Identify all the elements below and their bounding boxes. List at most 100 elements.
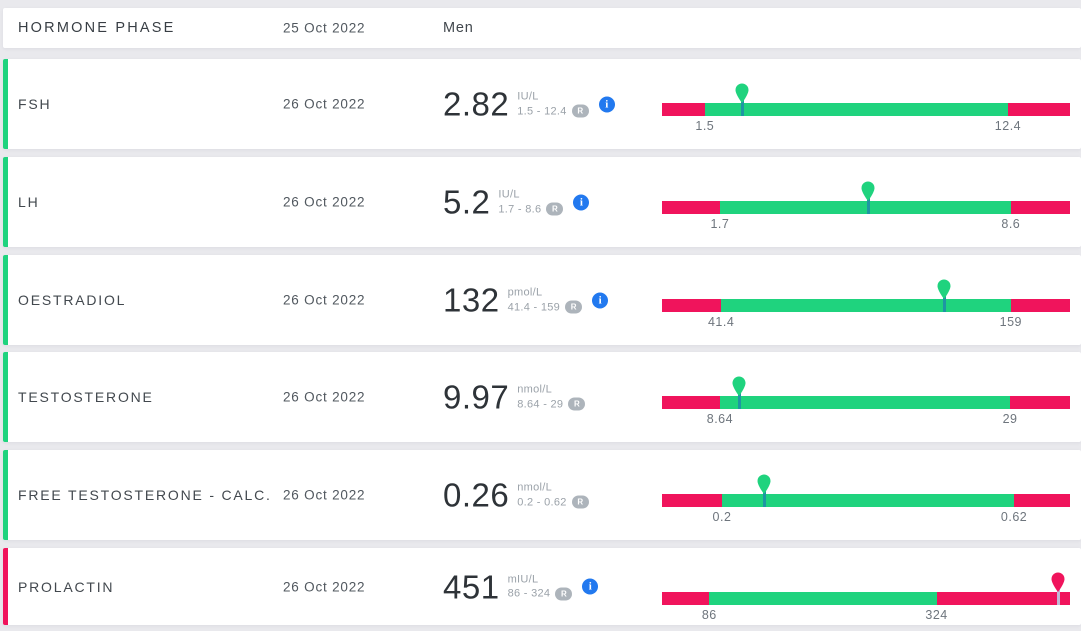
range-min-label: 0.2 (712, 510, 732, 524)
status-accent-bar (3, 352, 8, 442)
test-date: 26 Oct 2022 (283, 389, 366, 405)
pin-stem (762, 490, 766, 507)
result-unit: nmol/L (517, 383, 553, 396)
result-meta: mIU/L 86 - 324 R (508, 573, 573, 600)
range-bar-normal-zone (721, 299, 1011, 312)
test-name: TESTOSTERONE (18, 389, 154, 405)
test-date: 26 Oct 2022 (283, 292, 366, 308)
range-bar-normal-zone (704, 103, 1008, 116)
range-bar-track (662, 299, 1070, 312)
pin-balloon-icon (735, 83, 749, 103)
range-max-label: 159 (999, 315, 1023, 329)
range-bar-track (662, 201, 1070, 214)
reference-range: 41.4 - 159 (507, 301, 561, 313)
reference-range-badge: R (571, 495, 589, 509)
reference-range-bar: 86 324 (662, 548, 1070, 625)
result-unit: nmol/L (517, 481, 553, 494)
result-value: 451 (443, 568, 500, 605)
reference-range: 1.5 - 12.4 (517, 105, 567, 117)
pin-balloon-icon (757, 474, 771, 494)
info-icon[interactable]: i (592, 292, 609, 308)
result-meta: pmol/L 41.4 - 159 R (508, 287, 583, 314)
result-value-group: 132 pmol/L 41.4 - 159 R i (443, 281, 609, 319)
status-accent-bar (3, 157, 8, 247)
range-bar-normal-zone (719, 201, 1011, 214)
reference-range-bar: 0.2 0.62 (662, 450, 1070, 540)
pin-stem (1056, 588, 1060, 605)
test-date: 26 Oct 2022 (283, 96, 366, 112)
panel-date: 25 Oct 2022 (283, 20, 366, 36)
range-bar-track (662, 396, 1070, 409)
result-row: FSH 26 Oct 2022 2.82 IU/L 1.5 - 12.4 R i (3, 59, 1081, 149)
range-min-label: 8.64 (706, 412, 734, 426)
range-bar-track (662, 592, 1070, 605)
result-unit: IU/L (498, 188, 520, 201)
range-max-label: 324 (925, 608, 948, 622)
test-name: OESTRADIOL (18, 292, 127, 308)
range-bar-normal-zone (719, 396, 1010, 409)
result-row: OESTRADIOL 26 Oct 2022 132 pmol/L 41.4 -… (3, 255, 1081, 345)
range-min-label: 41.4 (707, 315, 735, 329)
reference-range-bar: 1.5 12.4 (662, 59, 1070, 149)
reference-range: 86 - 324 (507, 587, 551, 600)
test-date: 26 Oct 2022 (283, 487, 366, 503)
info-icon[interactable]: i (582, 578, 599, 595)
test-name: FSH (18, 96, 52, 112)
result-meta: IU/L 1.5 - 12.4 R (517, 90, 589, 118)
pin-stem (866, 197, 870, 214)
result-value-group: 451 mIU/L 86 - 324 R i (443, 568, 599, 605)
result-unit: IU/L (517, 90, 539, 103)
range-bar-normal-zone (721, 494, 1015, 507)
results-header: HORMONE PHASE 25 Oct 2022 Men (3, 8, 1081, 48)
reference-range-bar: 8.64 29 (662, 352, 1070, 442)
pin-stem (737, 392, 741, 409)
reference-range-badge: R (555, 587, 573, 600)
test-name: PROLACTIN (18, 578, 115, 595)
range-min-label: 86 (701, 608, 717, 622)
result-meta: nmol/L 8.64 - 29 R (517, 383, 586, 411)
test-date: 26 Oct 2022 (283, 194, 366, 210)
reference-range-badge: R (571, 104, 589, 118)
reference-range-bar: 1.7 8.6 (662, 157, 1070, 247)
info-icon[interactable]: i (573, 194, 590, 210)
result-value-group: 0.26 nmol/L 0.2 - 0.62 R i (443, 479, 589, 512)
result-value: 2.82 (443, 85, 510, 123)
result-value: 132 (443, 281, 500, 319)
panel-title: HORMONE PHASE (18, 20, 176, 36)
result-value: 9.97 (443, 378, 510, 416)
pin-balloon-icon (861, 181, 875, 201)
pin-balloon-icon (1051, 572, 1065, 592)
status-accent-bar (3, 255, 8, 345)
result-unit: mIU/L (507, 573, 539, 585)
range-max-label: 0.62 (1000, 510, 1028, 524)
result-value-group: 5.2 IU/L 1.7 - 8.6 R i (443, 183, 590, 221)
result-value: 5.2 (443, 183, 491, 221)
pin-balloon-icon (732, 376, 746, 396)
range-bar-track (662, 103, 1070, 116)
result-row: LH 26 Oct 2022 5.2 IU/L 1.7 - 8.6 R i (3, 157, 1081, 247)
status-accent-bar (3, 548, 8, 625)
panel-group-label: Men (443, 20, 474, 36)
pin-balloon-icon (937, 279, 951, 299)
info-icon[interactable]: i (598, 96, 615, 112)
reference-range-badge: R (565, 300, 583, 314)
result-value-group: 2.82 IU/L 1.5 - 12.4 R i (443, 88, 615, 121)
reference-range: 1.7 - 8.6 (498, 203, 542, 215)
result-row: FREE TESTOSTERONE - CALC. 26 Oct 2022 0.… (3, 450, 1081, 540)
result-row: PROLACTIN 26 Oct 2022 451 mIU/L 86 - 324… (3, 548, 1081, 625)
result-unit: pmol/L (507, 286, 543, 299)
status-accent-bar (3, 450, 8, 540)
reference-range: 8.64 - 29 (517, 398, 564, 410)
range-max-label: 29 (1002, 412, 1018, 426)
status-accent-bar (3, 59, 8, 149)
test-date: 26 Oct 2022 (283, 579, 366, 594)
pin-stem (740, 99, 744, 116)
reference-range-badge: R (568, 397, 586, 411)
test-name: LH (18, 194, 40, 210)
range-bar-normal-zone (709, 592, 937, 605)
result-row: TESTOSTERONE 26 Oct 2022 9.97 nmol/L 8.6… (3, 352, 1081, 442)
reference-range: 0.2 - 0.62 (517, 496, 567, 508)
range-min-label: 1.7 (710, 217, 730, 231)
range-max-label: 8.6 (1001, 217, 1021, 231)
